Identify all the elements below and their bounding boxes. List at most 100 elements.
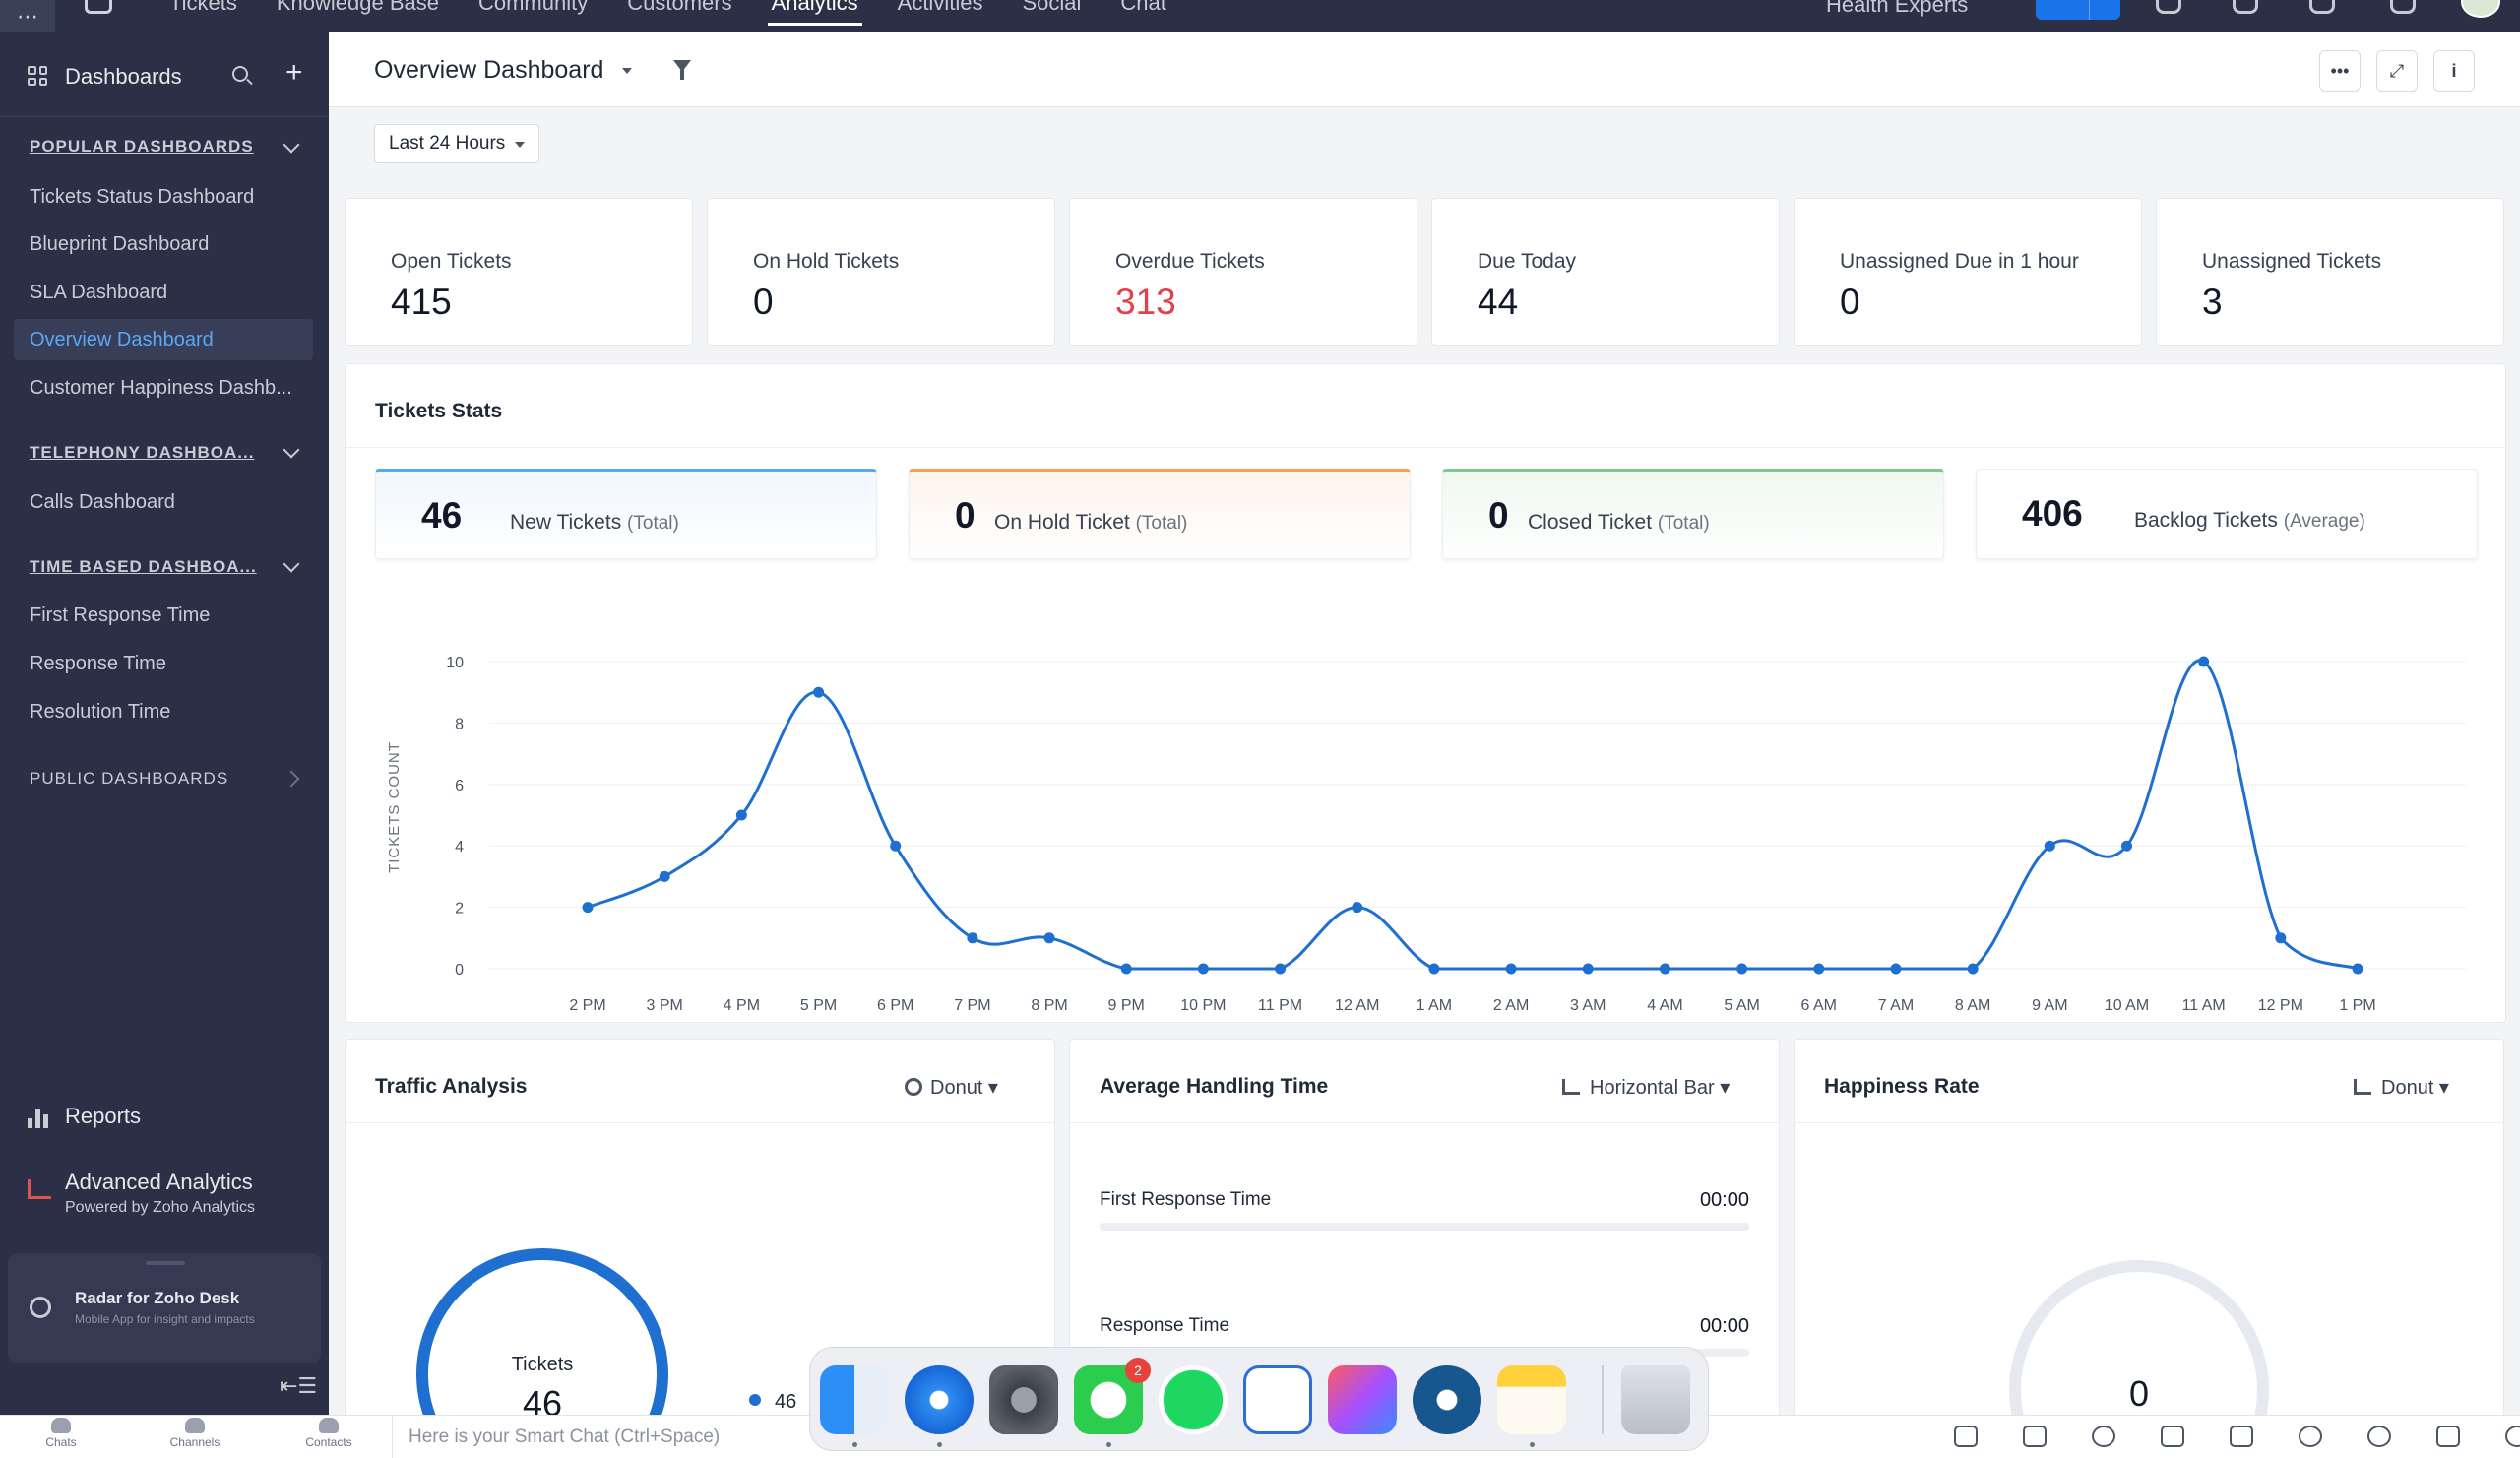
clock-icon[interactable] <box>2092 1426 2115 1447</box>
sidebar-item-first-response-time[interactable]: First Response Time <box>30 604 211 626</box>
kpi-card-unassigned-tickets[interactable]: Unassigned Tickets 3 <box>2156 198 2504 346</box>
sidebar-item-blueprint[interactable]: Blueprint Dashboard <box>30 233 210 255</box>
x-tick-label: 5 PM <box>800 997 837 1014</box>
kpi-value: 44 <box>1478 282 1519 322</box>
sidebar-item-tickets-status[interactable]: Tickets Status Dashboard <box>30 186 255 208</box>
top-nav: ⋯ Tickets Knowledge Base Community Custo… <box>0 0 2520 32</box>
tab-analytics[interactable]: Analytics <box>767 0 862 26</box>
tab-social[interactable]: Social <box>1022 0 1082 15</box>
calendar-alert-icon[interactable] <box>2023 1426 2047 1447</box>
org-switcher[interactable]: Health Experts <box>1826 0 1969 17</box>
legend-value: 46 <box>775 1391 796 1413</box>
sidebar-item-sla[interactable]: SLA Dashboard <box>30 282 168 303</box>
chart-type-dropdown[interactable]: Horizontal Bar ▾ <box>1562 1075 1730 1100</box>
info-button[interactable]: i <box>2433 50 2475 92</box>
clickup-icon[interactable] <box>1328 1365 1397 1434</box>
kpi-card-open-tickets[interactable]: Open Tickets 415 <box>345 198 693 346</box>
notifications-icon[interactable] <box>2309 0 2335 14</box>
add-dashboard-icon[interactable]: + <box>285 56 303 89</box>
kpi-card-unassigned-due-1h[interactable]: Unassigned Due in 1 hour 0 <box>1794 198 2142 346</box>
new-ticket-button[interactable] <box>2036 0 2120 20</box>
messages-icon[interactable] <box>1243 1365 1312 1434</box>
kpi-card-on-hold-tickets[interactable]: On Hold Tickets 0 <box>707 198 1055 346</box>
happiness-donut[interactable]: 0 <box>1795 1040 2504 1432</box>
contacts-tab[interactable]: Contacts <box>299 1418 358 1449</box>
sidebar-item-resolution-time[interactable]: Resolution Time <box>30 701 171 723</box>
dark-mode-icon[interactable] <box>2367 1426 2391 1447</box>
tab-community[interactable]: Community <box>477 0 589 15</box>
accessibility-icon[interactable] <box>2299 1426 2322 1447</box>
chevron-down-icon[interactable] <box>283 441 300 459</box>
notes-icon[interactable] <box>1497 1365 1566 1434</box>
section-popular-dashboards[interactable]: POPULAR DASHBOARDS <box>30 137 254 156</box>
chats-icon <box>51 1418 71 1433</box>
page-title[interactable]: Overview Dashboard <box>374 56 604 84</box>
tab-chat[interactable]: Chat <box>1120 0 1166 15</box>
section-telephony-dashboards[interactable]: TELEPHONY DASHBOA... <box>30 443 255 462</box>
avatar[interactable] <box>2461 0 2500 18</box>
smart-chat-input[interactable]: Here is your Smart Chat (Ctrl+Space) <box>392 1416 805 1458</box>
y-tick-label: 10 <box>446 655 464 671</box>
finder-icon[interactable] <box>820 1365 889 1434</box>
tab-customers[interactable]: Customers <box>627 0 732 15</box>
search-icon[interactable] <box>2156 0 2181 14</box>
safari-icon[interactable] <box>905 1365 974 1434</box>
stat-card-on-hold[interactable]: 0 On Hold Ticket (Total) <box>909 469 1411 559</box>
spotify-icon[interactable] <box>1159 1365 1228 1434</box>
expand-button[interactable]: ⤢ <box>2376 50 2418 92</box>
tab-activities[interactable]: Activities <box>897 0 983 15</box>
chevron-down-icon[interactable] <box>283 555 300 573</box>
y-tick-label: 4 <box>455 839 464 856</box>
kpi-label: Due Today <box>1478 250 1577 273</box>
stat-value: 0 <box>1488 495 1509 536</box>
stat-card-new-tickets[interactable]: 46 New Tickets (Total) <box>375 469 877 559</box>
stat-card-closed[interactable]: 0 Closed Ticket (Total) <box>1442 469 1944 559</box>
filter-icon[interactable] <box>673 60 691 80</box>
channels-icon <box>185 1418 205 1433</box>
tab-knowledge-base[interactable]: Knowledge Base <box>276 0 439 15</box>
data-point <box>2198 656 2210 667</box>
sidebar-item-response-time[interactable]: Response Time <box>30 653 166 674</box>
chevron-down-icon[interactable] <box>622 68 632 74</box>
app-switcher-icon[interactable]: ⋯ <box>0 0 55 32</box>
stat-card-backlog[interactable]: 406 Backlog Tickets (Average) <box>1976 469 2478 559</box>
perplexity-icon[interactable] <box>1413 1365 1481 1434</box>
data-point <box>1352 902 1363 914</box>
chats-tab[interactable]: Chats <box>32 1418 91 1449</box>
reports-link[interactable]: Reports <box>28 1104 141 1129</box>
megaphone-icon[interactable] <box>2161 1426 2184 1447</box>
kpi-label: Unassigned Tickets <box>2202 250 2382 273</box>
notes-icon[interactable] <box>2436 1426 2460 1447</box>
chart-type-dropdown[interactable]: Donut ▾ <box>905 1075 998 1100</box>
sidebar-item-calls[interactable]: Calls Dashboard <box>30 491 175 513</box>
search-icon[interactable] <box>2505 1426 2520 1447</box>
more-options-button[interactable]: ••• <box>2319 50 2361 92</box>
chat-bubble-icon[interactable] <box>85 0 112 14</box>
chevron-down-icon[interactable] <box>283 136 300 154</box>
kpi-card-overdue-tickets[interactable]: Overdue Tickets 313 <box>1069 198 1418 346</box>
data-point <box>1428 963 1440 975</box>
tab-tickets[interactable]: Tickets <box>169 0 237 15</box>
keyboard-icon[interactable] <box>1954 1426 1978 1447</box>
section-time-based-dashboards[interactable]: TIME BASED DASHBOA... <box>30 557 257 576</box>
stat-value: 46 <box>421 495 463 536</box>
chevron-right-icon[interactable] <box>283 770 300 788</box>
channels-tab[interactable]: Channels <box>165 1418 224 1449</box>
chart-type-dropdown[interactable]: Donut ▾ <box>2354 1075 2449 1100</box>
sidebar-item-overview[interactable]: Overview Dashboard <box>14 319 313 360</box>
system-settings-icon[interactable] <box>989 1365 1058 1434</box>
collapse-sidebar-icon[interactable]: ⇤☰ <box>280 1373 318 1398</box>
trash-icon[interactable] <box>1621 1365 1690 1434</box>
time-range-dropdown[interactable]: Last 24 Hours <box>374 124 540 163</box>
section-public-dashboards[interactable]: PUBLIC DASHBOARDS <box>30 769 229 788</box>
sidebar-item-customer-happiness[interactable]: Customer Happiness Dashb... <box>30 377 292 399</box>
settings-icon[interactable] <box>2390 0 2416 14</box>
kpi-card-due-today[interactable]: Due Today 44 <box>1431 198 1780 346</box>
aht-row-response: Response Time 00:00 <box>1100 1315 1749 1357</box>
reply-icon[interactable] <box>2230 1426 2253 1447</box>
radar-promo-card[interactable]: Radar for Zoho Desk Mobile App for insig… <box>8 1253 321 1363</box>
advanced-analytics-title: Advanced Analytics <box>65 1170 253 1194</box>
search-icon[interactable] <box>232 66 248 82</box>
calendar-icon[interactable] <box>2233 0 2258 14</box>
